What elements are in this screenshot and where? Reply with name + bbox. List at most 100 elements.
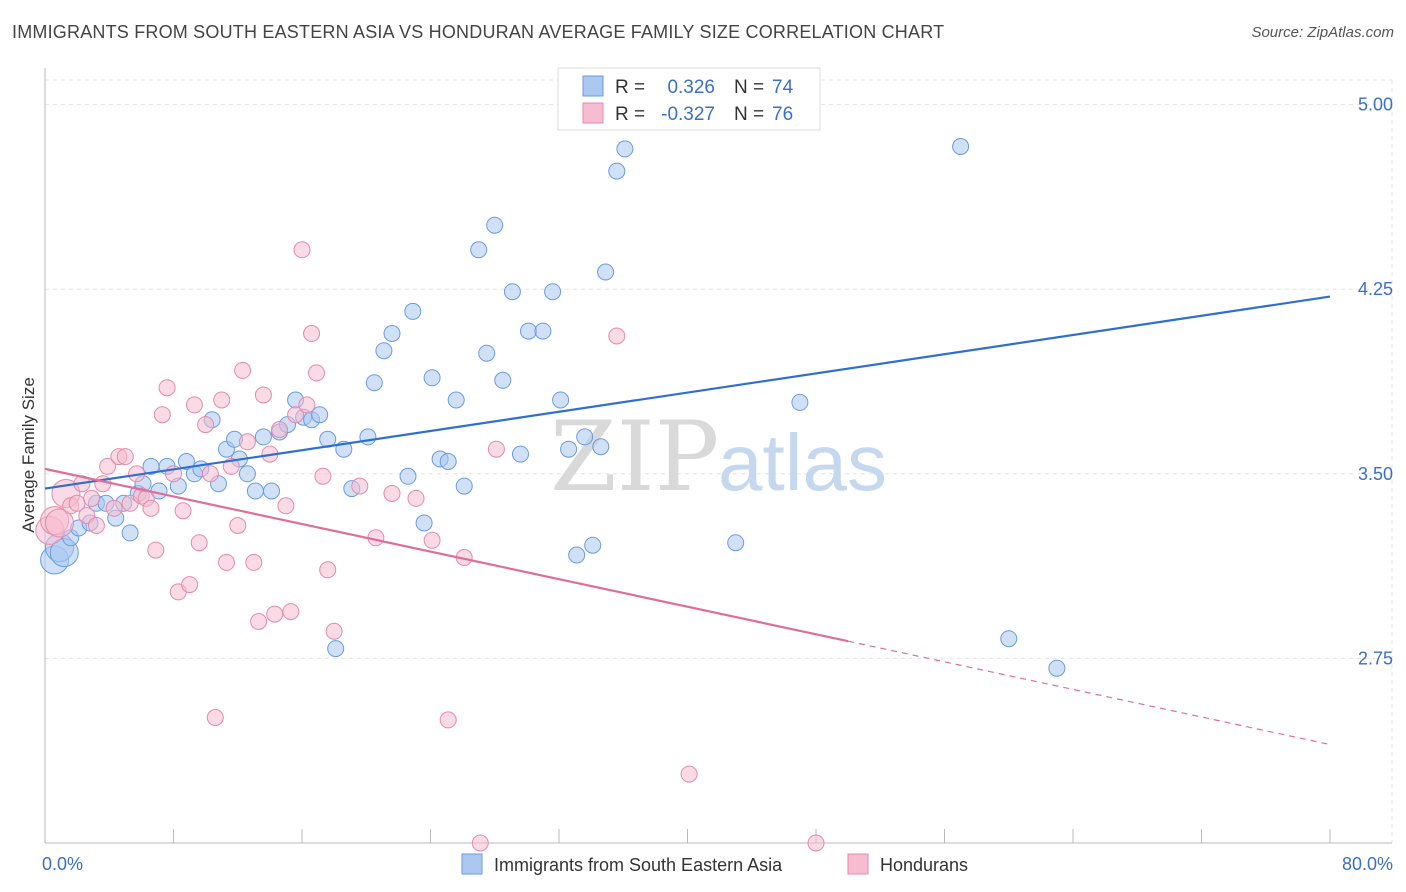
y-tick-label-1: 3.50 xyxy=(1358,464,1393,484)
point-honduran-36 xyxy=(234,361,252,379)
x-tick-labels: 0.0% 80.0% xyxy=(42,854,1393,874)
point-honduran-62 xyxy=(487,440,505,458)
point-sea-67 xyxy=(608,162,626,180)
point-sea-66 xyxy=(597,263,615,281)
point-sea-61 xyxy=(560,440,578,458)
point-honduran-54 xyxy=(351,477,369,495)
point-sea-53 xyxy=(486,216,504,234)
series-legend-swatch-1 xyxy=(847,853,869,875)
point-sea-49 xyxy=(447,391,465,409)
point-sea-40 xyxy=(365,374,383,392)
point-sea-73 xyxy=(1048,659,1066,677)
point-honduran-29 xyxy=(197,416,215,434)
point-sea-44 xyxy=(404,302,422,320)
stats-legend-n-label-0: N = xyxy=(734,77,764,98)
point-sea-70 xyxy=(791,393,809,411)
point-sea-56 xyxy=(512,445,529,463)
point-sea-68 xyxy=(616,140,634,158)
x-tick-label-0: 0.0% xyxy=(42,854,83,874)
trend-line-sea xyxy=(44,295,1331,490)
point-sea-34 xyxy=(311,406,329,424)
series-legend: Immigrants from South Eastern Asia Hondur… xyxy=(461,853,968,875)
point-honduran-25 xyxy=(174,502,192,520)
chart-source: Source: ZipAtlas.com xyxy=(1251,24,1394,41)
point-sea-41 xyxy=(375,342,393,360)
watermark-zip: ZIP xyxy=(550,401,719,513)
series-legend-swatch-0 xyxy=(461,853,483,875)
point-honduran-50 xyxy=(308,364,325,382)
point-honduran-53 xyxy=(325,622,343,640)
point-honduran-43 xyxy=(271,421,288,438)
trend-lines xyxy=(44,295,1331,746)
point-honduran-11 xyxy=(99,457,117,475)
point-sea-59 xyxy=(544,283,562,301)
point-honduran-33 xyxy=(218,553,235,571)
point-honduran-30 xyxy=(201,465,219,483)
x-tick-label-1: 80.0% xyxy=(1342,854,1393,874)
point-honduran-44 xyxy=(277,497,295,515)
point-sea-48 xyxy=(439,453,457,470)
point-sea-54 xyxy=(494,371,512,389)
watermark-atlas: atlas xyxy=(718,418,887,507)
point-honduran-63 xyxy=(608,327,626,345)
point-sea-43 xyxy=(399,467,417,485)
point-honduran-37 xyxy=(238,433,256,451)
point-sea-58 xyxy=(534,322,552,340)
point-sea-72 xyxy=(1000,630,1018,648)
point-sea-46 xyxy=(423,369,441,387)
point-sea-60 xyxy=(552,391,570,409)
y-tick-labels: 2.75 3.50 4.25 5.00 xyxy=(1358,95,1393,669)
point-sea-17 xyxy=(177,453,195,470)
point-honduran-9 xyxy=(87,517,105,534)
point-honduran-42 xyxy=(266,605,284,623)
point-honduran-2 xyxy=(45,508,74,538)
point-honduran-57 xyxy=(407,489,425,507)
series-legend-label-1: Hondurans xyxy=(880,855,968,875)
trend-line-honduran xyxy=(44,467,849,643)
point-honduran-45 xyxy=(282,603,300,621)
watermark: ZIP atlas xyxy=(550,401,887,513)
y-axis-title: Average Family Size xyxy=(19,377,38,533)
series-legend-label-0: Immigrants from South Eastern Asia xyxy=(494,855,783,875)
point-honduran-39 xyxy=(250,613,268,630)
stats-legend-r-label-1: R = xyxy=(615,104,645,125)
stats-legend-r-value-1: -0.327 xyxy=(661,104,715,125)
point-honduran-58 xyxy=(423,531,441,549)
point-sea-71 xyxy=(952,138,970,155)
point-honduran-14 xyxy=(116,448,134,466)
point-honduran-59 xyxy=(439,711,457,729)
point-honduran-38 xyxy=(245,553,263,571)
point-sea-62 xyxy=(568,546,586,564)
stats-legend: R = 0.326 N = 74 R = -0.327 N = 76 xyxy=(557,67,821,131)
point-sea-65 xyxy=(592,438,610,456)
point-honduran-64 xyxy=(680,765,698,783)
point-honduran-20 xyxy=(147,541,165,559)
point-sea-28 xyxy=(263,482,280,500)
point-honduran-61 xyxy=(471,834,489,852)
stats-legend-swatch-1 xyxy=(582,102,604,124)
stats-legend-n-label-1: N = xyxy=(734,104,764,125)
point-honduran-27 xyxy=(185,396,203,414)
stats-legend-r-label-0: R = xyxy=(615,77,645,98)
point-honduran-8 xyxy=(83,489,101,507)
point-honduran-31 xyxy=(206,709,224,726)
point-honduran-46 xyxy=(287,406,305,424)
trend-line-honduran-extension xyxy=(847,640,1331,746)
point-sea-10 xyxy=(121,524,139,542)
point-honduran-51 xyxy=(314,467,332,485)
point-sea-50 xyxy=(455,477,473,495)
point-honduran-26 xyxy=(181,576,199,594)
y-tick-label-3: 5.00 xyxy=(1358,95,1393,115)
point-honduran-52 xyxy=(319,561,337,579)
point-sea-45 xyxy=(415,514,433,532)
stats-legend-r-value-0: 0.326 xyxy=(667,77,715,98)
stats-legend-swatch-0 xyxy=(582,75,604,97)
point-sea-39 xyxy=(359,428,377,446)
point-sea-36 xyxy=(327,640,345,658)
point-honduran-28 xyxy=(190,534,208,552)
point-sea-25 xyxy=(238,465,256,483)
point-honduran-49 xyxy=(303,325,321,342)
point-honduran-32 xyxy=(213,391,231,409)
point-sea-55 xyxy=(503,283,521,301)
